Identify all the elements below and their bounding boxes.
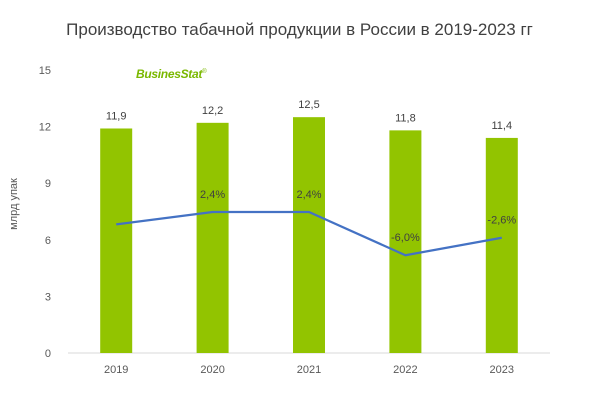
bar-value-label: 11,9 <box>106 110 127 122</box>
bar <box>293 117 325 354</box>
bar-value-label: 12,5 <box>298 99 319 111</box>
bar <box>196 122 229 354</box>
businesstat-logo: BusinesStat® <box>136 67 206 81</box>
y-tick-label: 12 <box>39 122 51 134</box>
x-tick-label: 2022 <box>393 364 417 376</box>
y-tick-label: 0 <box>45 348 51 360</box>
x-tick-label: 2021 <box>297 364 321 376</box>
bar-value-label: 12,2 <box>202 105 223 117</box>
chart-title: Производство табачной продукции в России… <box>66 20 533 39</box>
growth-line <box>116 210 503 257</box>
y-tick-label: 15 <box>39 65 51 77</box>
x-tick-label: 2023 <box>490 364 514 376</box>
x-tick-label: 2019 <box>104 364 128 376</box>
bar-value-label: 11,4 <box>492 120 513 132</box>
bar <box>485 137 518 353</box>
line-value-label: 2,4% <box>296 189 321 201</box>
y-tick-label: 9 <box>45 178 51 190</box>
x-tick-label: 2020 <box>200 364 224 376</box>
logo-text: BusinesStat <box>136 67 203 81</box>
line-value-label: -6,0% <box>391 232 420 244</box>
logo-registered-mark: ® <box>202 69 207 75</box>
y-tick-label: 3 <box>45 291 51 303</box>
bar <box>100 128 133 353</box>
y-tick-label: 6 <box>45 235 51 247</box>
line-value-label: -2,6% <box>487 215 516 227</box>
line-value-label: 2,4% <box>200 189 225 201</box>
bar <box>389 130 422 353</box>
bar-value-label: 11,8 <box>395 112 416 124</box>
